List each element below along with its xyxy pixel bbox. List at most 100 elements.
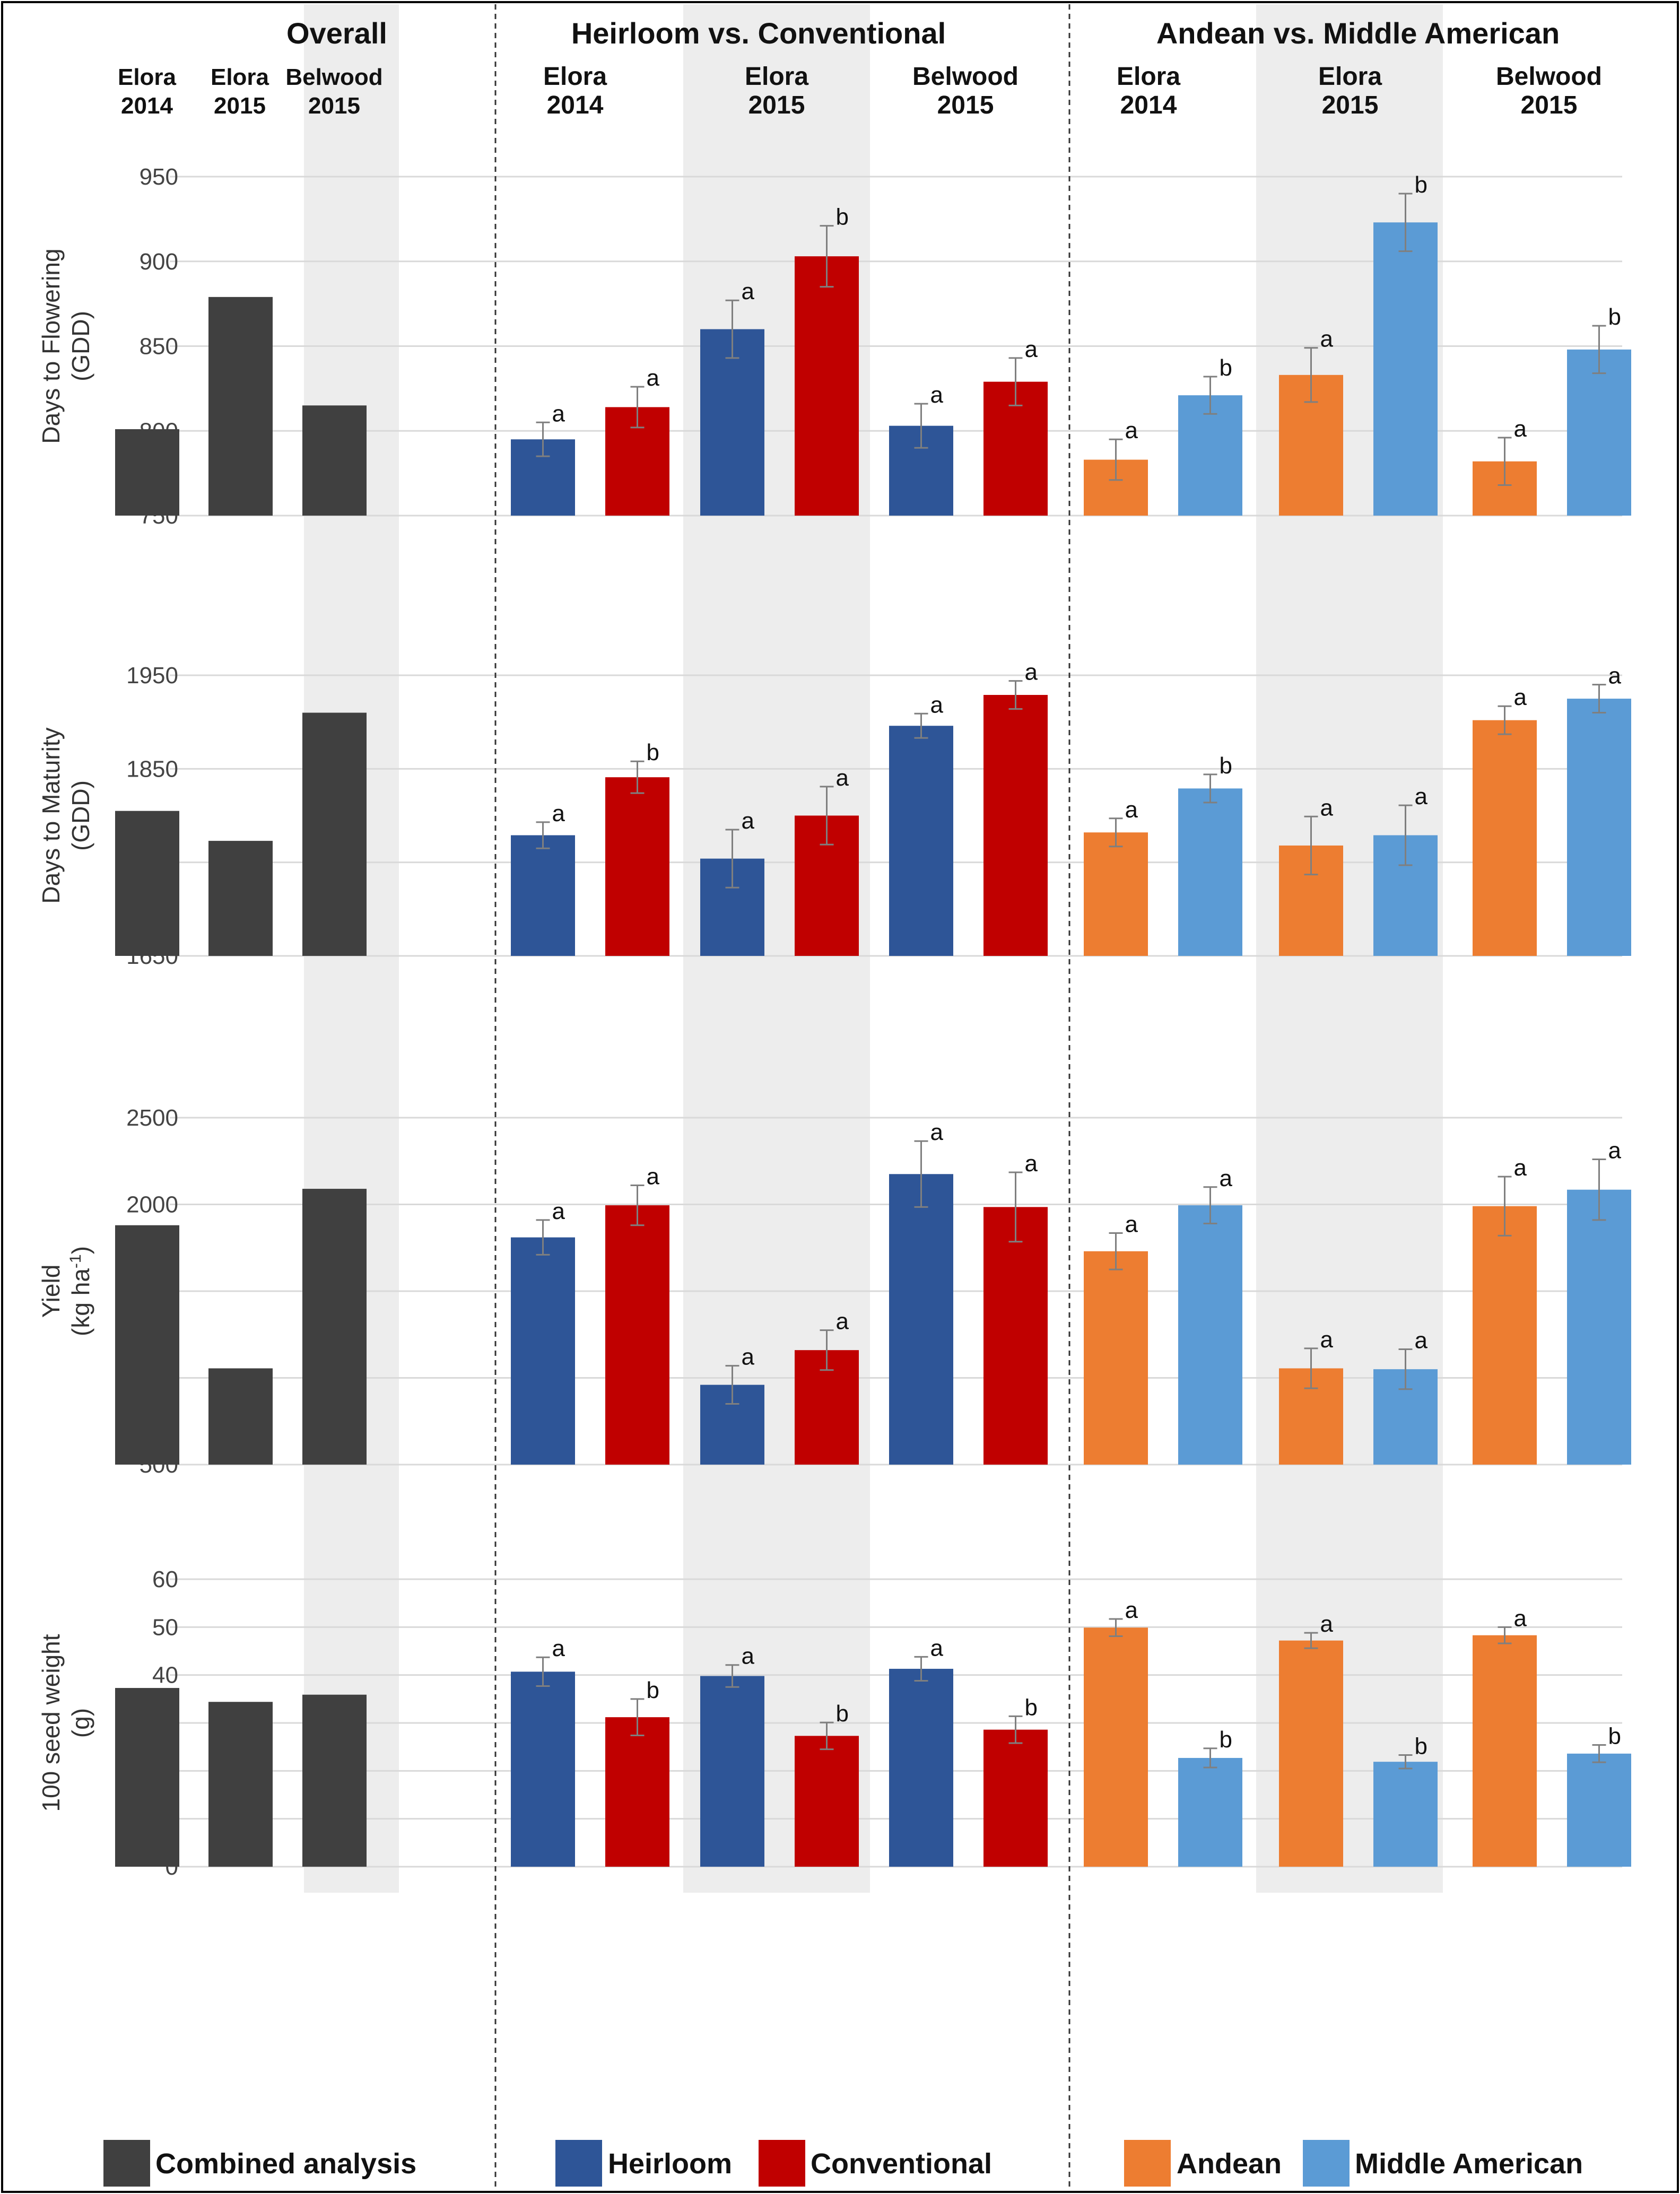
sig-letter-middle_american-seed_weight-elora2014: b (1220, 1727, 1232, 1753)
error-bar-middle_american-flowering-elora2015 (1398, 193, 1413, 253)
bar-andean-maturity-belwood2015 (1473, 720, 1537, 956)
error-bar-conventional-flowering-elora2014 (630, 386, 645, 429)
bar-middle_american-flowering-elora2015 (1373, 222, 1438, 516)
error-bar-middle_american-yield-belwood2015 (1592, 1158, 1606, 1221)
sig-letter-middle_american-maturity-elora2015: a (1415, 783, 1428, 809)
legend-swatch-conventional (759, 2140, 805, 2187)
bar-heirloom-flowering-elora2015 (700, 329, 764, 516)
sig-letter-andean-flowering-elora2015: a (1320, 326, 1334, 352)
legend-swatch-middle-american (1303, 2140, 1350, 2187)
legend-label-conventional: Conventional (811, 2148, 992, 2180)
error-bar-conventional-yield-elora2015 (820, 1329, 834, 1371)
error-bar-andean-maturity-elora2015 (1304, 815, 1318, 876)
error-bar-conventional-seed_weight-belwood2015 (1008, 1715, 1023, 1744)
error-bar-conventional-maturity-elora2015 (820, 786, 834, 846)
bar-middle_american-flowering-elora2014 (1178, 395, 1242, 516)
error-bar-andean-maturity-belwood2015 (1498, 705, 1512, 735)
error-bar-conventional-maturity-belwood2015 (1008, 680, 1023, 710)
error-bar-heirloom-flowering-belwood2015 (914, 403, 928, 449)
bar-overall-seed_weight-elora2015 (208, 1702, 273, 1867)
env-label-elora2015-line2: 2015 (1322, 91, 1379, 119)
legend-swatch-combined (103, 2140, 150, 2187)
env-label-belwood2015-line2: 2015 (1521, 91, 1578, 119)
error-bar-heirloom-yield-elora2015 (725, 1365, 739, 1405)
error-bar-middle_american-seed_weight-belwood2015 (1592, 1744, 1606, 1763)
env-label-belwood2015-line2: 2015 (308, 93, 360, 119)
bar-andean-seed_weight-elora2015 (1279, 1640, 1343, 1867)
env-label-elora2014-line1: Elora (1117, 63, 1180, 91)
y-axis-label-seed_weight: 100 seed weight(g) (37, 1634, 94, 1812)
bar-middle_american-flowering-belwood2015 (1567, 349, 1631, 516)
sig-letter-heirloom-yield-elora2015: a (742, 1344, 755, 1370)
sig-letter-andean-maturity-elora2015: a (1320, 795, 1334, 821)
error-bar-heirloom-seed_weight-belwood2015 (914, 1656, 928, 1682)
env-label-belwood2015-line1: Belwood (912, 63, 1019, 91)
chart-seed_weight: 0102030405060100 seed weight(g)ababababa… (37, 1566, 1631, 1880)
sig-letter-andean-maturity-elora2014: a (1125, 797, 1138, 823)
error-bar-andean-flowering-elora2014 (1109, 438, 1123, 481)
error-bar-middle_american-seed_weight-elora2014 (1203, 1747, 1217, 1769)
bar-middle_american-yield-elora2014 (1178, 1205, 1242, 1465)
sig-letter-andean-flowering-belwood2015: a (1514, 416, 1527, 442)
sig-letter-conventional-flowering-belwood2015: a (1025, 336, 1038, 362)
sig-letter-conventional-yield-elora2015: a (836, 1309, 849, 1335)
error-bar-middle_american-flowering-belwood2015 (1592, 325, 1606, 375)
sig-letter-conventional-yield-belwood2015: a (1025, 1151, 1038, 1177)
environment-labels: Elora2014Elora2015Belwood2015Elora2014El… (118, 63, 1602, 119)
bar-overall-seed_weight-belwood2015 (302, 1694, 367, 1867)
sig-letter-heirloom-flowering-elora2015: a (742, 278, 755, 304)
legend-label-heirloom: Heirloom (608, 2148, 732, 2180)
sig-letter-heirloom-maturity-belwood2015: a (930, 692, 944, 718)
sig-letter-heirloom-yield-elora2014: a (552, 1198, 565, 1224)
bar-overall-maturity-elora2015 (208, 841, 273, 956)
header-overall: Overall (286, 16, 387, 50)
y-axis-label-maturity: Days to Maturity(GDD) (37, 727, 94, 903)
bar-conventional-seed_weight-elora2015 (795, 1736, 859, 1867)
sig-letter-andean-flowering-elora2014: a (1125, 417, 1138, 443)
sig-letter-andean-seed_weight-elora2014: a (1125, 1597, 1138, 1623)
error-bar-andean-yield-elora2015 (1304, 1347, 1318, 1389)
sig-letter-middle_american-maturity-belwood2015: a (1608, 663, 1622, 689)
legend-swatch-andean (1124, 2140, 1171, 2187)
shaded-columns (304, 4, 1443, 1893)
sig-letter-middle_american-flowering-belwood2015: b (1608, 304, 1621, 330)
sig-letter-conventional-seed_weight-elora2014: b (647, 1677, 659, 1703)
bar-middle_american-seed_weight-elora2014 (1178, 1757, 1242, 1867)
error-bar-conventional-flowering-elora2015 (820, 225, 834, 288)
bar-overall-maturity-belwood2015 (302, 712, 367, 956)
y-axis-label-flowering: Days to Flowering(GDD) (37, 248, 94, 443)
header-heirloom-vs-conventional: Heirloom vs. Conventional (571, 16, 946, 50)
env-label-elora2015-line2: 2015 (748, 91, 805, 119)
error-bar-conventional-seed_weight-elora2015 (820, 1721, 834, 1751)
sig-letter-conventional-flowering-elora2014: a (647, 365, 660, 391)
error-bar-heirloom-yield-belwood2015 (914, 1140, 928, 1208)
bar-conventional-yield-belwood2015 (983, 1207, 1048, 1465)
env-label-elora2015-line1: Elora (745, 63, 808, 91)
error-bar-heirloom-maturity-elora2015 (725, 829, 739, 889)
legend-label-middle-american: Middle American (1355, 2148, 1583, 2180)
env-label-belwood2015-line2: 2015 (937, 91, 994, 119)
error-bar-heirloom-maturity-belwood2015 (914, 712, 928, 739)
bar-conventional-seed_weight-elora2014 (605, 1717, 669, 1867)
legend-label-andean: Andean (1177, 2148, 1282, 2180)
y-axis-label-yield: Yield(kg ha-1) (37, 1246, 94, 1336)
header-andean-vs-middle-american: Andean vs. Middle American (1156, 16, 1560, 50)
bar-heirloom-maturity-belwood2015 (889, 726, 953, 956)
error-bar-conventional-yield-belwood2015 (1008, 1171, 1023, 1243)
bar-overall-yield-elora2014 (115, 1225, 179, 1465)
sig-letter-heirloom-flowering-elora2014: a (552, 401, 565, 426)
bar-heirloom-yield-elora2014 (511, 1237, 575, 1465)
bar-conventional-flowering-elora2015 (795, 256, 859, 516)
tick-label-maturity-1850: 1850 (126, 756, 178, 782)
legend: Combined analysis Heirloom Conventional … (103, 2140, 1583, 2187)
error-bar-andean-seed_weight-elora2014 (1109, 1618, 1123, 1637)
bar-conventional-seed_weight-belwood2015 (983, 1729, 1048, 1867)
env-label-belwood2015-line1: Belwood (1496, 63, 1602, 91)
bar-overall-seed_weight-elora2014 (115, 1688, 179, 1867)
bar-conventional-maturity-elora2014 (605, 777, 669, 956)
error-bar-heirloom-flowering-elora2015 (725, 299, 739, 359)
sig-letter-conventional-seed_weight-belwood2015: b (1025, 1694, 1038, 1720)
sig-letter-andean-yield-elora2015: a (1320, 1327, 1334, 1353)
